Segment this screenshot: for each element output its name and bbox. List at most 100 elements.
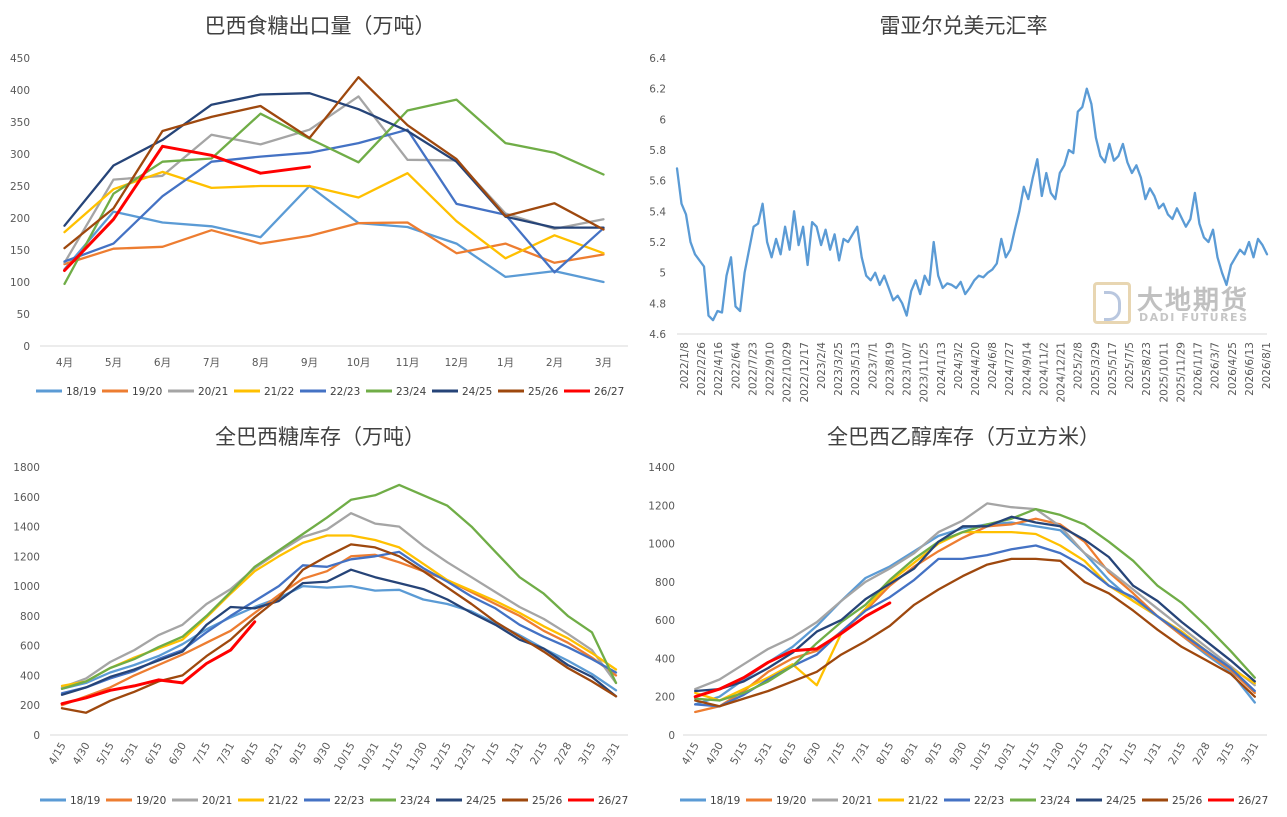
x-tick-label: 3/15 [576, 741, 598, 767]
x-tick-label: 2023/10/7 [902, 342, 914, 396]
y-tick-label: 5 [659, 268, 666, 280]
y-tick-label: 6 [659, 114, 666, 126]
legend-label: 18/19 [710, 795, 740, 807]
series-line-22-23 [60, 550, 618, 695]
x-tick-label: 2024/1/13 [936, 342, 948, 396]
x-tick-label: 5/15 [728, 741, 750, 767]
legend-label: 20/21 [842, 795, 872, 807]
x-tick-label: 5/15 [95, 741, 117, 767]
x-tick-label: 2025/5/17 [1107, 342, 1119, 396]
x-tick-label: 11/30 [404, 741, 430, 773]
chart-brl-usd-rate-svg: 雷亚尔兑美元汇率 4.6 4.8 5 5.2 5.4 5.6 5.8 6 6.2 6.4 2022/1… [649, 14, 1273, 403]
y-tick-label: 200 [10, 213, 30, 225]
x-tick-label: 7/31 [215, 741, 237, 767]
y-tick-label: 100 [10, 277, 30, 289]
x-tick-label: 5/31 [753, 741, 775, 767]
legend-label: 26/27 [594, 386, 624, 398]
x-tick-label: 7/31 [850, 741, 872, 767]
y-tick-label: 1000 [13, 581, 40, 593]
x-tick-label: 2/15 [528, 741, 550, 767]
y-tick-label: 200 [655, 692, 675, 704]
x-tick-label: 2022/6/4 [730, 342, 742, 389]
y-tick-label: 350 [10, 117, 30, 129]
x-tick-label: 1/31 [1142, 741, 1164, 767]
y-tick-label: 1600 [13, 492, 40, 504]
series-line-19-20 [63, 221, 605, 266]
x-tick-label: 10/15 [332, 741, 358, 773]
x-tick-label: 2022/12/17 [799, 342, 811, 403]
series-line-22-23 [63, 128, 605, 274]
y-tick-label: 200 [20, 700, 40, 712]
x-tick-label: 10/31 [993, 741, 1019, 773]
y-tick-label: 4.8 [649, 298, 666, 310]
series-line-18-19 [63, 184, 605, 284]
y-tick-label: 5.4 [649, 206, 666, 218]
chart-sugar-inventory: 全巴西糖库存（万吨） 0 200 400 600 800 1000 1200 1400 1600 1… [0, 408, 640, 817]
watermark-name: 大地期货 [1137, 286, 1250, 316]
legend-label: 19/20 [776, 795, 806, 807]
legend-label: 23/24 [396, 386, 427, 398]
x-tick-label: 2023/11/25 [919, 342, 931, 403]
y-tick-label: 400 [655, 653, 675, 665]
y-tick-label: 250 [10, 181, 30, 193]
x-tick-label: 4/15 [46, 741, 68, 767]
series-line-25-26 [694, 557, 1256, 708]
x-tick-label: 2024/12/21 [1056, 342, 1068, 403]
series-line-20-21 [63, 95, 605, 264]
x-tick-label: 10/15 [968, 741, 994, 773]
watermark-name-en: DADI FUTURES [1139, 311, 1249, 324]
x-tick-label: 2/28 [1191, 741, 1213, 767]
x-tick-label: 10月 [347, 357, 371, 369]
series-line-20-21 [60, 512, 618, 689]
x-tick-label: 2026/6/13 [1244, 342, 1256, 396]
x-tick-label: 8/31 [899, 741, 921, 767]
chart-title: 巴西食糖出口量（万吨） [205, 14, 436, 38]
legend-label: 26/27 [598, 795, 628, 807]
x-tick-label: 2023/3/25 [833, 342, 845, 396]
dadi-futures-watermark-logo: 大地期货 DADI FUTURES [1093, 280, 1268, 328]
x-tick-label: 12/31 [1090, 741, 1116, 773]
series-line-21-22 [60, 534, 618, 688]
chart-ethanol-inventory: 全巴西乙醇库存（万立方米） 0 200 400 600 800 1000 1200 1400 4/… [640, 408, 1287, 817]
x-tick-label: 3月 [595, 357, 612, 369]
x-tick-label: 3/31 [1239, 741, 1261, 767]
chart-title: 全巴西乙醇库存（万立方米） [827, 425, 1100, 449]
y-tick-label: 150 [10, 245, 30, 257]
x-tick-label: 6/30 [167, 741, 189, 767]
y-tick-label: 5.6 [649, 176, 666, 188]
x-tick-label: 2025/2/8 [1073, 342, 1085, 389]
x-tick-label: 2023/5/13 [850, 342, 862, 396]
legend-label: 20/21 [198, 386, 228, 398]
series-line-20-21 [694, 502, 1256, 691]
legend-label: 22/23 [334, 795, 364, 807]
chart-sugar-export: 巴西食糖出口量（万吨） 0 50 100 150 200 250 300 350 400 450 4月… [0, 0, 640, 408]
x-tick-label: 2024/6/8 [987, 342, 999, 389]
series-line-23-24 [694, 507, 1256, 702]
series-line-23-24 [60, 483, 618, 690]
legend-label: 24/25 [1106, 795, 1136, 807]
x-tick-label: 6月 [154, 357, 171, 369]
x-tick-label: 4/30 [704, 741, 726, 767]
x-tick-label: 2025/10/11 [1158, 342, 1170, 403]
x-tick-label: 2024/4/20 [970, 342, 982, 396]
y-tick-label: 400 [20, 670, 40, 682]
x-tick-label: 2026/3/7 [1210, 342, 1222, 389]
x-tick-label: 2022/9/10 [765, 342, 777, 396]
x-tick-label: 9/15 [923, 741, 945, 767]
x-tick-label: 7/15 [826, 741, 848, 767]
x-tick-label: 3/15 [1215, 741, 1237, 767]
x-tick-label: 3/31 [600, 741, 622, 767]
x-tick-label: 2024/9/14 [1021, 342, 1033, 396]
x-tick-label: 7/15 [191, 741, 213, 767]
x-tick-label: 2026/1/17 [1193, 342, 1205, 396]
series-line-26-27 [60, 620, 257, 706]
y-tick-label: 1800 [13, 462, 40, 474]
legend-label: 18/19 [66, 386, 96, 398]
series-line-26-27 [693, 601, 892, 699]
x-tick-label: 2026/8/1 [1261, 342, 1273, 389]
x-tick-label: 2022/10/29 [782, 342, 794, 403]
legend-label: 21/22 [268, 795, 298, 807]
y-tick-label: 600 [20, 641, 40, 653]
series-line-25-26 [60, 543, 618, 714]
x-tick-label: 2月 [546, 357, 563, 369]
